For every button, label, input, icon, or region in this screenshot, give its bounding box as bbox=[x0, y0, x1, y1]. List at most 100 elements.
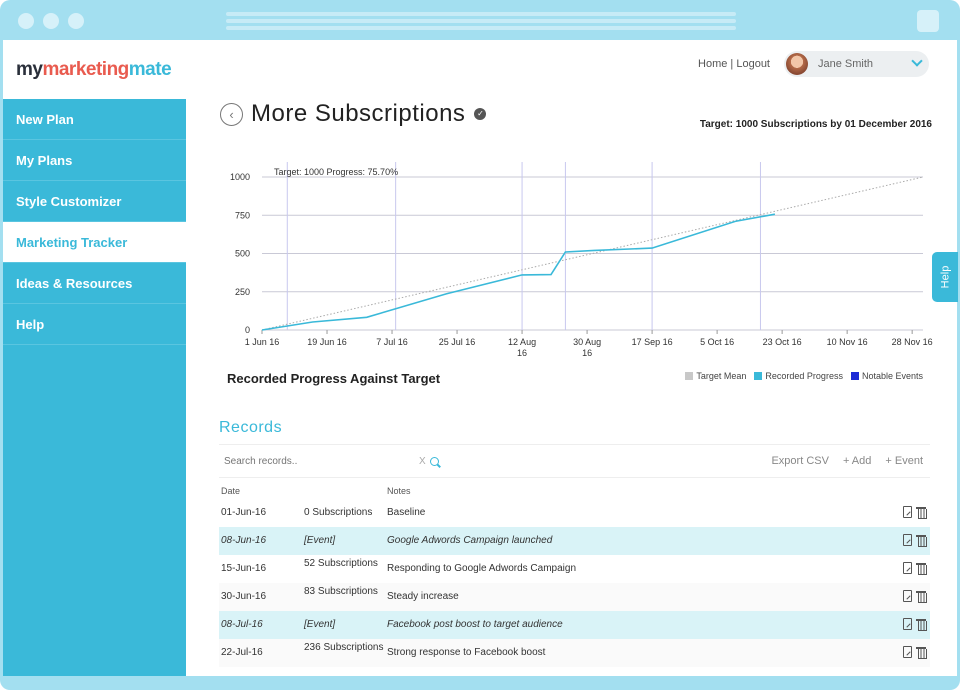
top-bar: Home | Logout Jane Smith bbox=[698, 51, 929, 77]
trash-icon[interactable] bbox=[916, 590, 927, 603]
row-value: [Event] bbox=[304, 535, 336, 546]
app-window: my marketing mate New Plan My Plans Style … bbox=[3, 40, 957, 676]
row-note: Facebook post boost to target audience bbox=[387, 619, 563, 630]
y-tick-label: 0 bbox=[245, 325, 250, 335]
page-header: ‹ More Subscriptions ✓ bbox=[220, 100, 487, 128]
logout-link[interactable]: Logout bbox=[736, 58, 770, 70]
help-tab[interactable]: Help bbox=[932, 252, 958, 302]
nav-item-style-customizer[interactable]: Style Customizer bbox=[3, 181, 186, 222]
nav-item-ideas-resources[interactable]: Ideas & Resources bbox=[3, 263, 186, 304]
y-tick-label: 1000 bbox=[230, 172, 250, 182]
user-menu[interactable]: Jane Smith bbox=[784, 51, 929, 77]
add-event-button[interactable]: + Event bbox=[885, 455, 923, 467]
y-tick-label: 500 bbox=[235, 249, 250, 259]
recorded-progress-line bbox=[261, 213, 776, 331]
chevron-down-icon bbox=[911, 55, 923, 67]
edit-icon[interactable] bbox=[903, 590, 912, 602]
titlebar-decoration bbox=[226, 26, 736, 30]
add-record-button[interactable]: + Add bbox=[842, 455, 872, 467]
edit-icon[interactable] bbox=[903, 646, 912, 658]
progress-chart: 0 250 500 750 1000 1 Jun 16 19 Jun 16 7 Jul 16 2… bbox=[186, 150, 957, 400]
table-row[interactable]: 08-Jul-16 [Event] Facebook post boost to t… bbox=[219, 611, 930, 639]
trash-icon[interactable] bbox=[916, 562, 927, 575]
row-actions bbox=[903, 534, 927, 547]
chart-caption: Recorded Progress Against Target bbox=[227, 371, 441, 386]
window-dot-icon[interactable] bbox=[68, 13, 84, 29]
nav-item-marketing-tracker[interactable]: Marketing Tracker bbox=[3, 222, 186, 263]
legend-item: Target Mean bbox=[685, 371, 746, 381]
row-actions bbox=[903, 562, 927, 575]
logo-part: marketing bbox=[42, 58, 129, 80]
x-tick-label: 10 Nov 16 bbox=[827, 337, 868, 347]
row-note: Baseline bbox=[387, 507, 426, 518]
top-links: Home | Logout bbox=[698, 58, 770, 70]
logo-part: mate bbox=[128, 58, 172, 80]
legend-swatch bbox=[685, 372, 694, 380]
table-row[interactable]: 30-Jun-16 83 Subscriptions Steady increase bbox=[219, 583, 930, 611]
sidebar: my marketing mate New Plan My Plans Style … bbox=[3, 40, 186, 676]
trash-icon[interactable] bbox=[916, 506, 927, 519]
legend-item: Recorded Progress bbox=[754, 371, 843, 381]
search-icon[interactable] bbox=[429, 456, 439, 466]
legend-swatch bbox=[850, 372, 859, 380]
edit-icon[interactable] bbox=[903, 534, 912, 546]
x-tick-label: 30 Aug 16 bbox=[573, 337, 601, 358]
home-link[interactable]: Home bbox=[698, 58, 728, 70]
check-icon: ✓ bbox=[474, 108, 487, 120]
edit-icon[interactable] bbox=[903, 618, 912, 630]
logo[interactable]: my marketing mate bbox=[3, 40, 186, 99]
table-row[interactable]: 08-Jun-16 [Event] Google Adwords Campaign … bbox=[219, 527, 930, 555]
column-header-notes: Notes bbox=[387, 486, 411, 496]
trash-icon[interactable] bbox=[916, 534, 927, 547]
x-tick-label: 12 Aug 16 bbox=[508, 337, 536, 358]
search-input[interactable] bbox=[224, 455, 414, 467]
row-date: 22-Jul-16 bbox=[221, 647, 263, 658]
row-date: 08-Jul-16 bbox=[221, 619, 263, 630]
row-value: 83 Subscriptions bbox=[304, 586, 378, 597]
legend-item: Notable Events bbox=[850, 371, 923, 381]
row-note: Steady increase bbox=[387, 591, 459, 602]
row-date: 30-Jun-16 bbox=[221, 591, 267, 602]
main-content: Home | Logout Jane Smith ‹ More Subscrip… bbox=[186, 40, 957, 676]
x-tick-label: 17 Sep 16 bbox=[632, 337, 673, 347]
row-actions bbox=[903, 590, 927, 603]
x-tick-label: 7 Jul 16 bbox=[376, 337, 408, 347]
x-tick-label: 23 Oct 16 bbox=[763, 337, 802, 347]
table-row[interactable]: 22-Jul-16 236 Subscriptions Strong respons… bbox=[219, 639, 930, 667]
chart-annotation: Target: 1000 Progress: 75.70% bbox=[274, 167, 398, 177]
clear-search-icon[interactable]: X bbox=[419, 455, 426, 467]
window-dot-icon[interactable] bbox=[43, 13, 59, 29]
nav-item-help[interactable]: Help bbox=[3, 304, 186, 345]
table-row[interactable]: 01-Jun-16 0 Subscriptions Baseline bbox=[219, 499, 930, 527]
x-tick-label: 25 Jul 16 bbox=[439, 337, 476, 347]
nav-item-my-plans[interactable]: My Plans bbox=[3, 140, 186, 181]
window-titlebar bbox=[0, 0, 960, 40]
row-note: Google Adwords Campaign launched bbox=[387, 535, 553, 546]
export-csv-button[interactable]: Export CSV bbox=[771, 455, 829, 467]
table-row[interactable]: 15-Jun-16 52 Subscriptions Responding to G… bbox=[219, 555, 930, 583]
window-control-icon[interactable] bbox=[917, 10, 939, 32]
edit-icon[interactable] bbox=[903, 506, 912, 518]
row-actions bbox=[903, 646, 927, 659]
window-dot-icon[interactable] bbox=[18, 13, 34, 29]
row-note: Responding to Google Adwords Campaign bbox=[387, 563, 577, 574]
legend-label: Notable Events bbox=[861, 371, 923, 381]
trash-icon[interactable] bbox=[916, 646, 927, 659]
row-date: 15-Jun-16 bbox=[221, 563, 267, 574]
edit-icon[interactable] bbox=[903, 562, 912, 574]
back-button[interactable]: ‹ bbox=[220, 102, 243, 126]
row-value: 52 Subscriptions bbox=[304, 558, 378, 569]
table-header: Date Notes bbox=[219, 483, 930, 499]
row-value: 0 Subscriptions bbox=[304, 507, 373, 518]
nav-item-new-plan[interactable]: New Plan bbox=[3, 99, 186, 140]
x-tick-label: 5 Oct 16 bbox=[700, 337, 734, 347]
record-actions: Export CSV + Add + Event bbox=[771, 455, 923, 467]
help-tab-label: Help bbox=[939, 265, 951, 289]
page-title: More Subscriptions bbox=[251, 100, 466, 127]
user-name: Jane Smith bbox=[818, 58, 874, 70]
chevron-left-icon: ‹ bbox=[229, 106, 234, 122]
row-value: [Event] bbox=[304, 619, 336, 630]
legend-label: Recorded Progress bbox=[765, 371, 843, 381]
trash-icon[interactable] bbox=[916, 618, 927, 631]
